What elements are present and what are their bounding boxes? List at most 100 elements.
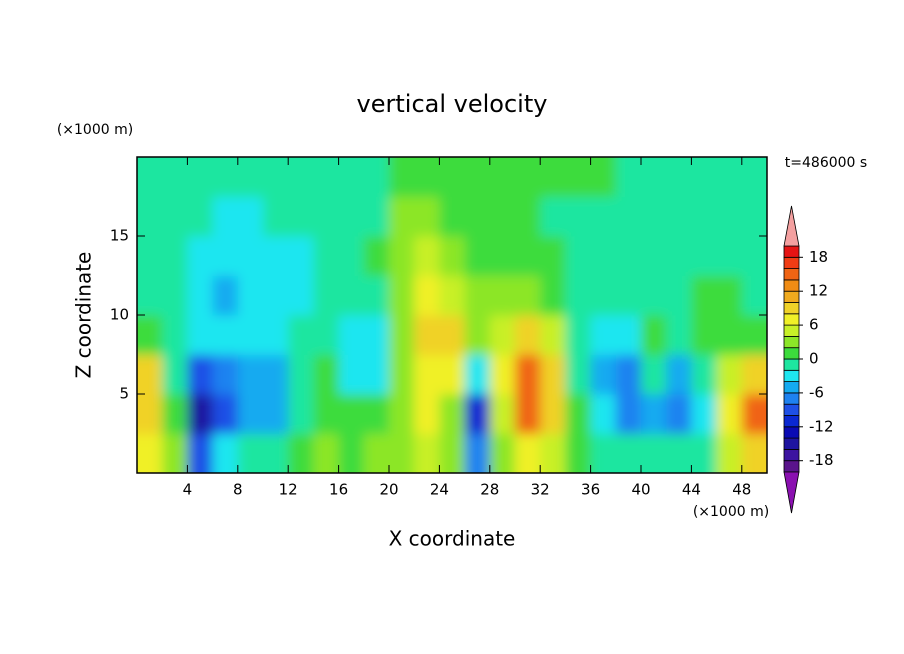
- contour-cell: [540, 394, 566, 434]
- contour-cells: [137, 157, 767, 473]
- contour-cell: [288, 275, 314, 316]
- colorbar-box: [783, 279, 800, 292]
- contour-cell: [741, 394, 767, 434]
- contour-cell: [439, 236, 466, 276]
- contour-cell: [263, 315, 289, 355]
- contour-cell: [363, 275, 390, 316]
- contour-cell: [489, 433, 516, 473]
- contour-cell: [288, 236, 314, 276]
- contour-cell: [666, 236, 692, 276]
- contour-cell: [313, 354, 340, 395]
- colorbar-box: [783, 437, 800, 450]
- contour-cell: [540, 196, 566, 237]
- contour-cell: [288, 433, 314, 473]
- colorbar-box: [783, 302, 800, 315]
- colorbar-over: [783, 205, 800, 247]
- contour-cell: [489, 236, 516, 276]
- contour-cell: [464, 275, 491, 316]
- contour-cell: [237, 275, 264, 316]
- contour-cell: [338, 354, 365, 395]
- colorbar-box: [783, 245, 800, 258]
- contour-cell: [237, 157, 264, 197]
- contour-cell: [137, 275, 163, 316]
- x-tick-label: 12: [279, 481, 298, 499]
- contour-cell: [363, 394, 390, 434]
- contour-cell: [338, 157, 365, 197]
- contour-cell: [641, 394, 667, 434]
- contour-cell: [741, 433, 767, 473]
- contour-cell: [691, 394, 718, 434]
- colorbar-box: [783, 460, 800, 473]
- contour-cell: [338, 394, 365, 434]
- colorbar-tick-label: -18: [809, 451, 834, 469]
- x-tick-label: 36: [581, 481, 600, 499]
- contour-cell: [666, 315, 692, 355]
- contour-cell: [464, 354, 491, 395]
- contour-cell: [363, 236, 390, 276]
- contour-cell: [137, 394, 163, 434]
- contour-cell: [641, 236, 667, 276]
- contour-cell: [464, 315, 491, 355]
- contour-cell: [288, 157, 314, 197]
- contour-cell: [414, 275, 440, 316]
- contour-cell: [615, 354, 642, 395]
- contour-cell: [741, 196, 767, 237]
- colorbar-box: [783, 268, 800, 281]
- contour-cell: [313, 236, 340, 276]
- contour-cell: [716, 236, 743, 276]
- contour-cell: [414, 394, 440, 434]
- contour-cell: [187, 394, 214, 434]
- contour-cell: [489, 315, 516, 355]
- contour-cell: [338, 196, 365, 237]
- contour-cell: [641, 315, 667, 355]
- contour-cell: [263, 196, 289, 237]
- contour-cell: [187, 354, 214, 395]
- contour-cell: [615, 315, 642, 355]
- colorbar-box: [783, 392, 800, 405]
- contour-field: [137, 157, 767, 473]
- contour-cell: [489, 157, 516, 197]
- contour-cell: [515, 275, 541, 316]
- colorbar-box: [783, 256, 800, 269]
- x-tick-label: 44: [682, 481, 701, 499]
- contour-cell: [464, 157, 491, 197]
- contour-cell: [288, 394, 314, 434]
- contour-cell: [338, 236, 365, 276]
- contour-cell: [288, 315, 314, 355]
- contour-cell: [187, 275, 214, 316]
- contour-cell: [565, 236, 592, 276]
- x-tick-label: 40: [631, 481, 650, 499]
- contour-cell: [741, 315, 767, 355]
- colorbar-box: [783, 403, 800, 416]
- contour-cell: [691, 433, 718, 473]
- contour-cell: [414, 157, 440, 197]
- contour-cell: [540, 236, 566, 276]
- contour-cell: [464, 236, 491, 276]
- contour-cell: [137, 354, 163, 395]
- contour-cell: [313, 275, 340, 316]
- contour-cell: [313, 394, 340, 434]
- colorbar-tick-label: 18: [809, 248, 828, 266]
- colorbar-box: [783, 448, 800, 462]
- contour-cell: [641, 157, 667, 197]
- contour-cell: [716, 315, 743, 355]
- contour-cell: [338, 315, 365, 355]
- contour-cell: [641, 354, 667, 395]
- contour-cell: [691, 275, 718, 316]
- contour-cell: [641, 196, 667, 237]
- x-tick-label: 48: [732, 481, 751, 499]
- contour-cell: [263, 157, 289, 197]
- contour-cell: [363, 196, 390, 237]
- contour-cell: [615, 394, 642, 434]
- contour-cell: [212, 354, 239, 395]
- contour-cell: [590, 157, 617, 197]
- contour-cell: [263, 275, 289, 316]
- contour-cell: [263, 394, 289, 434]
- contour-cell: [212, 433, 239, 473]
- contour-cell: [615, 157, 642, 197]
- contour-cell: [162, 433, 188, 473]
- contour-cell: [540, 354, 566, 395]
- contour-cell: [137, 433, 163, 473]
- colorbar-tick-label: 6: [809, 316, 819, 334]
